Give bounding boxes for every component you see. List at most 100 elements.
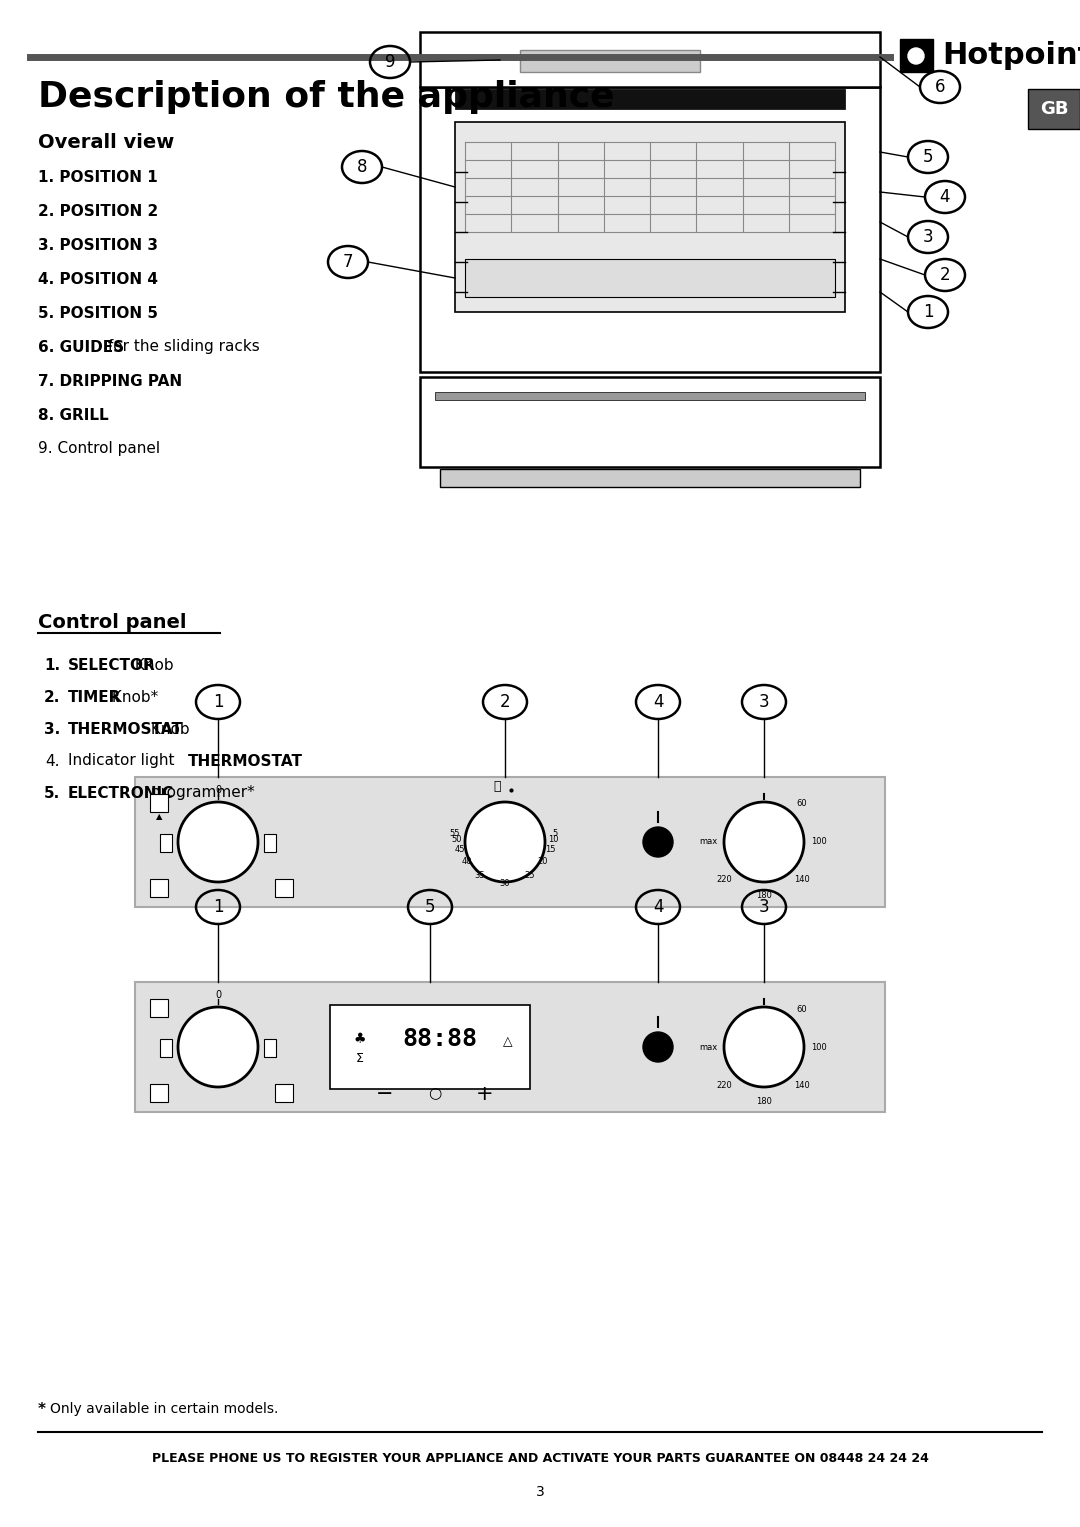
Text: Hotpoint: Hotpoint: [942, 41, 1080, 70]
Text: 7. DRIPPING PAN: 7. DRIPPING PAN: [38, 374, 183, 388]
FancyBboxPatch shape: [420, 32, 880, 87]
Text: △: △: [503, 1035, 513, 1049]
Text: Σ: Σ: [356, 1052, 364, 1066]
Text: 220: 220: [716, 1081, 732, 1089]
Text: 3: 3: [758, 693, 769, 712]
Circle shape: [643, 828, 673, 857]
Text: 60: 60: [797, 800, 808, 808]
Text: Indicator light: Indicator light: [68, 753, 179, 768]
Text: 180: 180: [756, 892, 772, 901]
Text: 2: 2: [500, 693, 511, 712]
Text: 40: 40: [462, 858, 472, 866]
Circle shape: [724, 1006, 804, 1087]
Text: 4. POSITION 4: 4. POSITION 4: [38, 272, 158, 287]
Text: 0: 0: [215, 785, 221, 796]
Text: Only available in certain models.: Only available in certain models.: [50, 1402, 279, 1416]
Text: max: max: [699, 837, 717, 846]
Text: Overall view: Overall view: [38, 133, 174, 151]
Text: 1.: 1.: [44, 658, 60, 672]
Text: 0: 0: [215, 989, 221, 1000]
Text: 5: 5: [922, 148, 933, 166]
FancyBboxPatch shape: [455, 89, 845, 108]
FancyBboxPatch shape: [519, 50, 700, 72]
Text: 1: 1: [213, 693, 224, 712]
Text: 10: 10: [548, 835, 558, 844]
Text: max: max: [699, 1043, 717, 1052]
FancyBboxPatch shape: [160, 1038, 172, 1057]
Text: TIMER: TIMER: [68, 690, 121, 704]
Text: 220: 220: [716, 875, 732, 884]
Text: 180: 180: [756, 1096, 772, 1106]
Text: 60: 60: [797, 1005, 808, 1014]
Text: 4: 4: [940, 188, 950, 206]
FancyBboxPatch shape: [1028, 89, 1080, 128]
Text: Knob: Knob: [131, 658, 174, 672]
Text: 9. Control panel: 9. Control panel: [38, 441, 160, 457]
Text: for the sliding racks: for the sliding racks: [103, 339, 259, 354]
FancyBboxPatch shape: [465, 260, 835, 296]
Text: 5. POSITION 5: 5. POSITION 5: [38, 305, 158, 321]
Circle shape: [178, 802, 258, 883]
Text: 4: 4: [652, 898, 663, 916]
FancyBboxPatch shape: [330, 1005, 530, 1089]
Text: 1. POSITION 1: 1. POSITION 1: [38, 169, 158, 185]
FancyBboxPatch shape: [275, 1084, 293, 1102]
Circle shape: [724, 802, 804, 883]
Text: Knob: Knob: [146, 721, 190, 736]
Text: PLEASE PHONE US TO REGISTER YOUR APPLIANCE AND ACTIVATE YOUR PARTS GUARANTEE ON : PLEASE PHONE US TO REGISTER YOUR APPLIAN…: [151, 1452, 929, 1466]
FancyBboxPatch shape: [900, 40, 933, 72]
Text: THERMOSTAT: THERMOSTAT: [68, 721, 183, 736]
Text: SELECTOR: SELECTOR: [68, 658, 156, 672]
Text: 6. GUIDES: 6. GUIDES: [38, 339, 124, 354]
Circle shape: [908, 47, 924, 64]
Text: 3: 3: [758, 898, 769, 916]
Text: 1: 1: [922, 302, 933, 321]
Text: 35: 35: [475, 872, 485, 881]
Text: −: −: [376, 1084, 394, 1104]
Text: 100: 100: [811, 837, 827, 846]
Text: 5: 5: [552, 829, 557, 838]
FancyBboxPatch shape: [150, 880, 168, 896]
FancyBboxPatch shape: [264, 1038, 276, 1057]
Text: 7: 7: [342, 253, 353, 270]
Text: 6: 6: [935, 78, 945, 96]
Text: +: +: [476, 1084, 494, 1104]
Text: 45: 45: [455, 846, 465, 855]
Text: programmer*: programmer*: [146, 785, 255, 800]
Text: 4.: 4.: [45, 753, 60, 768]
Text: 5: 5: [424, 898, 435, 916]
FancyBboxPatch shape: [160, 834, 172, 852]
Text: 50: 50: [451, 835, 462, 844]
FancyBboxPatch shape: [420, 87, 880, 373]
Text: 3. POSITION 3: 3. POSITION 3: [38, 238, 158, 252]
Text: ELECTRONIC: ELECTRONIC: [68, 785, 174, 800]
Text: 9: 9: [384, 53, 395, 70]
Text: 140: 140: [794, 1081, 810, 1089]
Text: 8: 8: [356, 157, 367, 176]
Text: 3.: 3.: [44, 721, 60, 736]
Text: ▲: ▲: [156, 812, 162, 822]
Text: GB: GB: [1040, 99, 1068, 118]
FancyBboxPatch shape: [264, 834, 276, 852]
Text: 140: 140: [794, 875, 810, 884]
Text: 20: 20: [538, 858, 549, 866]
Text: 5.: 5.: [44, 785, 60, 800]
Text: 1: 1: [213, 898, 224, 916]
FancyBboxPatch shape: [135, 777, 885, 907]
Text: Knob*: Knob*: [107, 690, 159, 704]
Text: ♣: ♣: [354, 1032, 366, 1046]
Circle shape: [178, 1006, 258, 1087]
Text: 2: 2: [940, 266, 950, 284]
FancyBboxPatch shape: [150, 999, 168, 1017]
Text: THERMOSTAT: THERMOSTAT: [188, 753, 303, 768]
FancyBboxPatch shape: [440, 469, 860, 487]
FancyBboxPatch shape: [435, 392, 865, 400]
Circle shape: [643, 1032, 673, 1061]
FancyBboxPatch shape: [150, 1084, 168, 1102]
Text: 55: 55: [449, 829, 460, 838]
Text: 3: 3: [922, 228, 933, 246]
Text: 4: 4: [652, 693, 663, 712]
FancyBboxPatch shape: [420, 377, 880, 467]
Text: ⌚: ⌚: [494, 780, 501, 794]
Text: 2.: 2.: [43, 690, 60, 704]
